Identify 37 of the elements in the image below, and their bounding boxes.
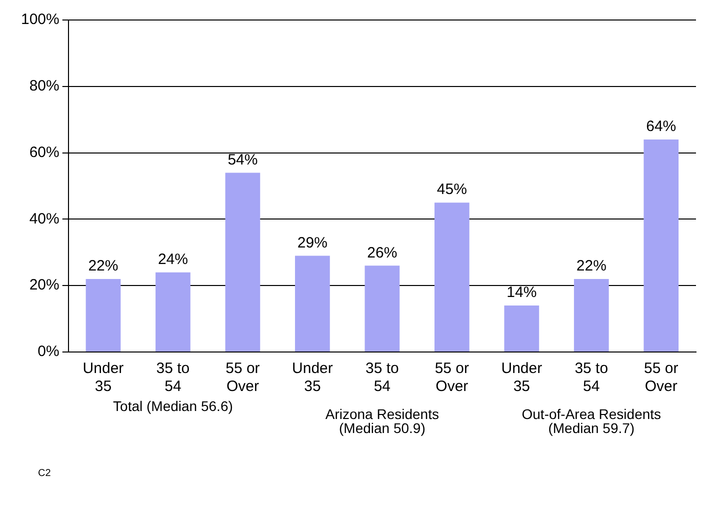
x-tick-label: 35 to 54 (365, 360, 399, 396)
bar (504, 306, 540, 352)
data-label: 22% (576, 258, 606, 275)
data-label: 26% (367, 244, 398, 262)
text: C2 (38, 468, 52, 479)
data-label: 64% (646, 118, 676, 136)
x-tick-label: 35 to 54 (574, 360, 608, 396)
data-label: 45% (436, 181, 467, 198)
x-tick-label: 35 to 54 (156, 360, 190, 396)
data-label: 54% (228, 151, 258, 168)
y-tick-label: 20% (29, 276, 60, 294)
y-tick-label: 60% (29, 144, 60, 161)
bar (574, 278, 609, 352)
x-tick-label: Under 35 (82, 360, 124, 396)
y-tick-label: 80% (29, 78, 60, 95)
bar (364, 266, 400, 352)
x-tick-label: 55 or Over (434, 360, 470, 396)
x-tick-label: Under 35 (292, 360, 333, 396)
bar (225, 172, 260, 352)
text: Out-of-Area Residents (Median 59.7) (522, 406, 662, 436)
data-label: 24% (158, 250, 188, 268)
y-tick-label: 100% (20, 11, 60, 28)
x-tick-label: 55 or Over (226, 360, 260, 396)
text: Total (Median 56.6) (113, 398, 233, 414)
bar (434, 202, 470, 352)
data-label: 22% (88, 258, 118, 275)
y-tick-label: 0% (38, 343, 60, 360)
bar (644, 140, 679, 352)
y-tick-label: 40% (29, 210, 60, 228)
x-tick-label: Under 35 (501, 360, 542, 396)
data-label: 14% (506, 284, 537, 302)
bar (156, 272, 190, 352)
x-tick-label: 55 or Over (644, 360, 678, 396)
text: Arizona Residents (Median 50.9) (325, 406, 439, 436)
bar (86, 278, 121, 352)
bar (295, 256, 330, 352)
data-label: 29% (297, 234, 328, 252)
